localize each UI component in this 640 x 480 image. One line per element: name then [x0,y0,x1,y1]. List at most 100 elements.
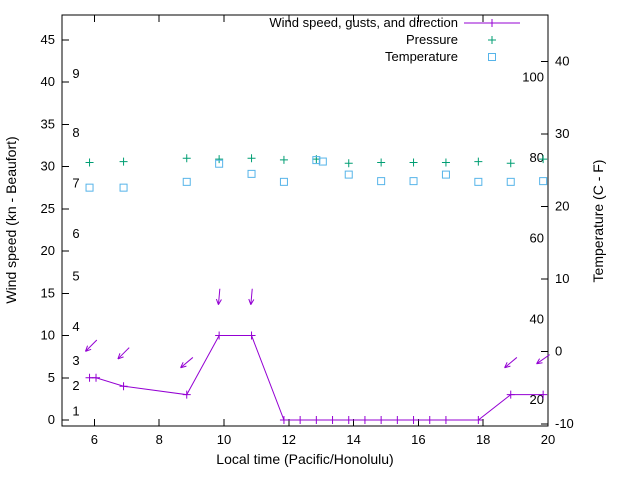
left-tick-label: 0 [48,412,55,427]
wind-point [182,390,191,399]
beaufort-scale-label: 5 [72,268,79,283]
wind-point [474,416,483,424]
pressure-point [344,159,353,168]
pressure-point [377,158,386,167]
temperature-point [318,157,327,166]
temperature-point [506,177,515,186]
legend-sample-temperature [488,53,496,61]
x-tick-label: 12 [282,432,296,447]
wind-point [425,416,434,424]
temperature-point [474,177,483,186]
left-tick-label: 20 [41,243,55,258]
temperature-point [312,156,321,165]
fahrenheit-scale-label: 100 [522,69,544,84]
plot-border [61,14,549,427]
wind-point [92,373,101,382]
left-tick-label: 45 [41,32,55,47]
wind-point [296,416,305,424]
pressure-point [85,158,94,167]
wind-speed-line [89,335,544,421]
wind-point [539,390,548,399]
temperature-point [279,177,288,186]
temperature-point [182,177,191,186]
beaufort-scale-label: 8 [72,125,79,140]
left-tick-label: 40 [41,74,55,89]
wind-direction-arrow [117,347,130,360]
temperature-point [247,169,256,178]
wind-direction-arrow [85,339,98,352]
y2-axis-title: Temperature (C - F) [590,160,606,283]
x-tick-label: 20 [541,432,555,447]
right-tick-label: 20 [555,199,569,214]
temperature-point [539,177,548,186]
left-tick-label: 35 [41,116,55,131]
legend-sample-wind [488,19,496,27]
legend-label-wind: Wind speed, gusts, and direction [269,15,458,30]
x-tick-label: 14 [346,432,360,447]
wind-point [247,331,256,340]
wind-point [312,416,321,424]
left-tick-label: 10 [41,328,55,343]
wind-point [279,416,288,424]
beaufort-scale-label: 3 [72,353,79,368]
x-axis-title: Local time (Pacific/Honolulu) [216,451,393,467]
pressure-point [441,158,450,167]
wind-point [119,382,128,391]
fahrenheit-scale-label: 80 [530,150,544,165]
legend-sample-pressure [488,36,496,44]
wind-point [360,416,369,424]
wind-direction-arrow [504,357,518,369]
temperature-point [409,177,418,186]
pressure-point [409,158,418,167]
fahrenheit-scale-label: 60 [530,230,544,245]
pressure-point [539,155,548,164]
left-tick-label: 5 [48,370,55,385]
wind-point [215,331,224,340]
temperature-point [85,183,94,192]
beaufort-scale-label: 4 [72,319,79,334]
pressure-point [247,154,256,163]
wind-direction-arrow [180,357,194,369]
wind-direction-arrow [536,354,550,365]
fahrenheit-scale-label: 40 [530,312,544,327]
temperature-point [119,183,128,192]
beaufort-scale-label: 1 [72,404,79,419]
x-tick-label: 6 [91,432,98,447]
legend-label-pressure: Pressure [406,32,458,47]
x-tick-label: 18 [476,432,490,447]
x-tick-label: 8 [156,432,163,447]
beaufort-scale-label: 2 [72,378,79,393]
pressure-point [182,154,191,163]
wind-point [328,416,337,424]
pressure-point [215,155,224,164]
pressure-point [474,157,483,166]
left-tick-label: 30 [41,159,55,174]
x-tick-label: 10 [217,432,231,447]
x-tick-label: 16 [411,432,425,447]
fahrenheit-scale-label: 20 [530,392,544,407]
wind-point [393,416,402,424]
beaufort-scale-label: 9 [72,66,79,81]
wind-direction-arrow [215,288,222,305]
wind-point [506,390,515,399]
temperature-point [441,170,450,179]
pressure-point [279,155,288,164]
wind-point [409,416,418,424]
beaufort-scale-label: 6 [72,226,79,241]
right-tick-label: 10 [555,271,569,286]
y-axis-title: Wind speed (kn - Beaufort) [3,136,19,303]
wind-point [344,416,353,424]
right-tick-label: 40 [555,54,569,69]
right-tick-label: 30 [555,126,569,141]
beaufort-scale-label: 7 [72,176,79,191]
legend-label-temperature: Temperature [385,49,458,64]
left-tick-label: 15 [41,285,55,300]
pressure-point [119,157,128,166]
temperature-point [344,170,353,179]
wind-point [441,416,450,424]
right-tick-label: 0 [555,344,562,359]
wind-point [377,416,386,424]
pressure-point [506,159,515,168]
